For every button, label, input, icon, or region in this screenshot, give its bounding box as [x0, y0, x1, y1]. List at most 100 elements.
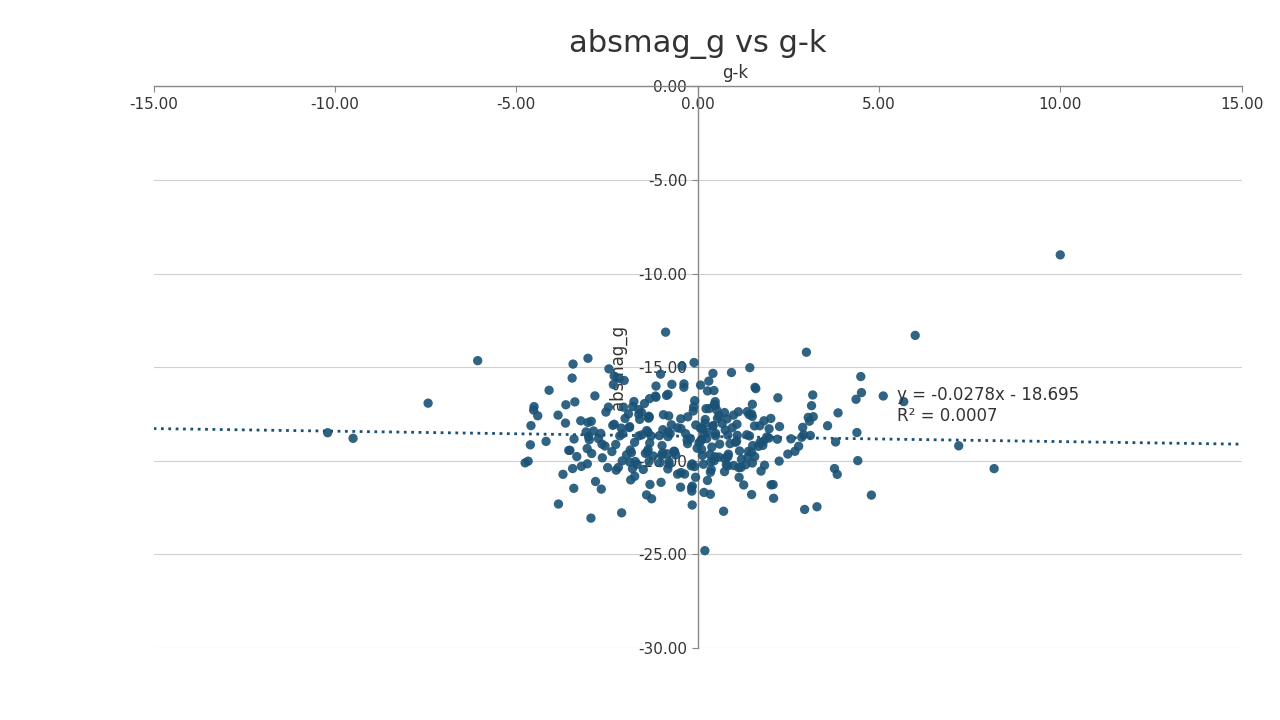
Point: [653, 409, 673, 420]
Point: [579, 434, 599, 446]
Point: [527, 410, 548, 421]
Point: [627, 459, 648, 470]
Point: [567, 451, 588, 462]
Point: [663, 446, 684, 457]
Point: [645, 392, 666, 403]
Point: [653, 447, 673, 459]
Point: [709, 438, 730, 450]
Point: [712, 418, 732, 429]
Point: [759, 432, 780, 444]
Point: [605, 464, 626, 476]
Point: [698, 474, 718, 486]
Point: [851, 387, 872, 398]
Point: [739, 446, 759, 457]
Point: [590, 428, 611, 439]
Point: [694, 428, 714, 440]
Point: [690, 379, 710, 391]
Point: [695, 414, 716, 426]
Point: [677, 411, 698, 423]
Point: [740, 430, 760, 441]
Point: [649, 430, 669, 441]
Point: [604, 370, 625, 382]
Point: [637, 444, 658, 455]
Point: [636, 489, 657, 500]
Point: [640, 437, 660, 449]
Point: [873, 390, 893, 402]
Point: [705, 430, 726, 441]
Point: [602, 446, 622, 457]
Point: [559, 444, 580, 456]
Point: [704, 384, 724, 396]
Point: [763, 479, 783, 490]
Point: [571, 461, 591, 472]
Text: g-k: g-k: [723, 64, 749, 82]
Point: [657, 448, 677, 459]
Point: [585, 390, 605, 402]
Point: [628, 430, 649, 441]
Point: [722, 422, 742, 433]
Point: [716, 424, 736, 436]
Point: [625, 470, 645, 482]
Point: [657, 390, 677, 401]
Point: [788, 441, 809, 452]
Point: [634, 464, 654, 475]
Point: [696, 433, 717, 444]
Point: [589, 433, 609, 444]
Point: [672, 361, 692, 372]
Point: [708, 413, 728, 424]
Point: [581, 448, 602, 459]
Point: [742, 399, 763, 410]
Point: [620, 422, 640, 433]
Point: [553, 469, 573, 480]
Point: [721, 366, 741, 378]
Title: absmag_g vs g-k: absmag_g vs g-k: [568, 29, 827, 58]
Point: [641, 493, 662, 505]
Point: [726, 436, 746, 447]
Point: [604, 418, 625, 430]
Point: [948, 440, 969, 451]
Point: [806, 501, 827, 513]
Point: [709, 451, 730, 463]
Point: [563, 433, 584, 445]
Point: [699, 402, 719, 414]
Point: [749, 441, 769, 452]
Point: [612, 455, 632, 467]
Point: [714, 453, 735, 464]
Point: [754, 436, 774, 447]
Point: [613, 401, 634, 413]
Point: [698, 427, 718, 438]
Point: [769, 455, 790, 467]
Point: [662, 419, 682, 431]
Point: [893, 396, 914, 408]
Point: [760, 413, 781, 424]
Point: [700, 456, 721, 467]
Point: [652, 440, 672, 451]
Point: [827, 469, 847, 480]
Point: [792, 422, 813, 433]
Point: [520, 439, 540, 451]
Point: [577, 417, 598, 428]
Point: [731, 454, 751, 465]
Point: [1050, 249, 1070, 261]
Point: [768, 392, 788, 403]
Point: [769, 420, 790, 432]
Point: [754, 415, 774, 426]
Point: [692, 423, 713, 434]
Point: [622, 463, 643, 474]
Point: [723, 410, 744, 421]
Point: [630, 413, 650, 425]
Point: [609, 430, 630, 441]
Point: [562, 463, 582, 474]
Point: [539, 384, 559, 396]
Point: [673, 378, 694, 390]
Point: [846, 427, 867, 438]
Point: [577, 443, 598, 454]
Point: [750, 437, 771, 449]
Point: [623, 396, 644, 408]
Point: [562, 372, 582, 384]
Point: [598, 462, 618, 473]
Point: [723, 460, 744, 472]
Point: [662, 379, 682, 390]
Point: [639, 412, 659, 423]
Point: [628, 409, 649, 420]
